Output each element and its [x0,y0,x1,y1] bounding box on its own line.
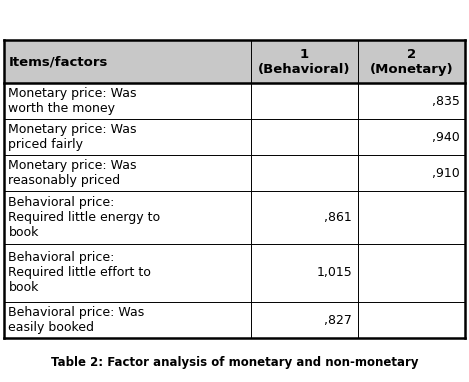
Bar [250,40,358,83]
Text: Monetary price: Was
priced fairly: Monetary price: Was priced fairly [8,123,137,151]
Bar [358,40,465,83]
Text: Behavioral price:
Required little energy to
book: Behavioral price: Required little energy… [8,196,160,239]
Text: ,910: ,910 [432,167,460,180]
Text: 2
(Monetary): 2 (Monetary) [370,48,454,76]
Text: Monetary price: Was
reasonably priced: Monetary price: Was reasonably priced [8,159,137,187]
Text: ,835: ,835 [432,95,460,108]
Text: Monetary price: Was
worth the money: Monetary price: Was worth the money [8,87,137,115]
Text: ,861: ,861 [325,211,352,224]
Bar [4,40,250,83]
Text: 1
(Behavioral): 1 (Behavioral) [258,48,350,76]
Text: Behavioral price: Was
easily booked: Behavioral price: Was easily booked [8,306,145,334]
Text: 1,015: 1,015 [317,266,352,279]
Text: ,940: ,940 [432,131,460,144]
Text: ,827: ,827 [324,314,352,327]
Text: Behavioral price:
Required little effort to
book: Behavioral price: Required little effort… [8,251,151,295]
Text: Items/factors: Items/factors [8,55,108,68]
Text: Table 2: Factor analysis of monetary and non-monetary: Table 2: Factor analysis of monetary and… [51,356,418,369]
